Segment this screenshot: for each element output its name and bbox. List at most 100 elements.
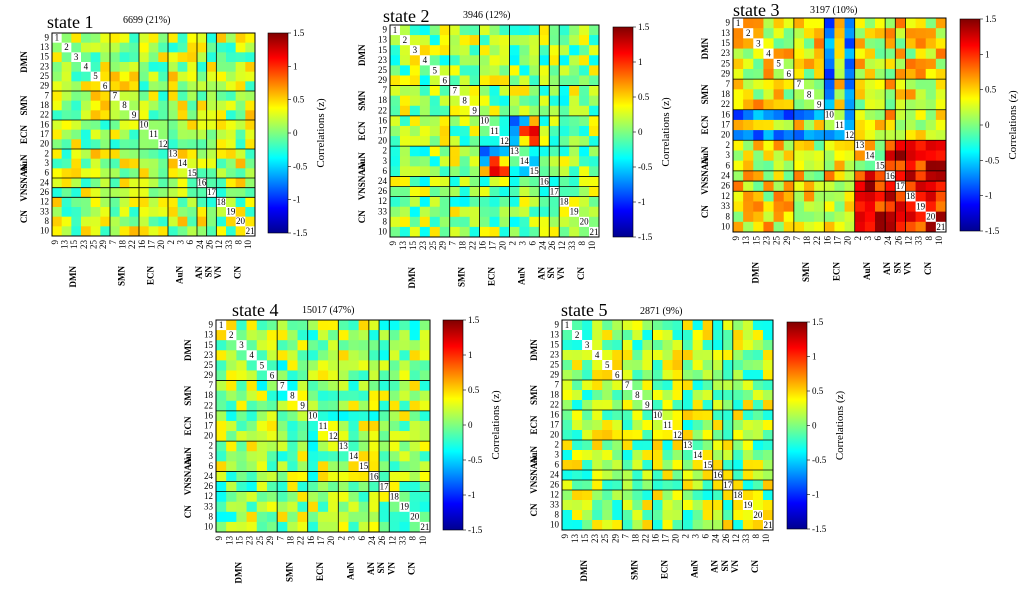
heatmap-cell — [390, 136, 401, 147]
heatmap-cell — [925, 181, 937, 192]
heatmap-cell — [814, 150, 825, 162]
heatmap-cell — [307, 340, 319, 351]
heatmap-cell — [226, 521, 237, 533]
x-tick-label: 7 — [620, 534, 630, 539]
heatmap-cell — [925, 160, 937, 172]
heatmap-cell — [692, 510, 704, 521]
x-tick-label: 2 — [681, 534, 691, 539]
diagonal-cell — [742, 500, 753, 510]
x-tick-label: 3 — [175, 240, 185, 245]
heatmap-cell — [187, 120, 198, 131]
heatmap-cell — [935, 18, 947, 29]
heatmap-cell — [368, 330, 380, 341]
heatmap-cell — [409, 390, 421, 402]
heatmap-cell — [592, 380, 603, 391]
heatmap-cell — [733, 48, 744, 60]
heatmap-cell — [652, 360, 663, 371]
heatmap-cell — [158, 158, 169, 169]
heatmap-cell — [915, 79, 927, 90]
heatmap-cell — [399, 441, 411, 452]
heatmap-cell — [197, 158, 208, 169]
diagonal-index-label: 5 — [260, 360, 265, 370]
y-network-label: SMN — [700, 84, 710, 105]
heatmap-cell — [439, 156, 451, 167]
x-network-label: VN — [213, 266, 223, 279]
heatmap-cell — [419, 176, 431, 187]
heatmap-frame — [561, 319, 774, 531]
heatmap-cell — [216, 370, 227, 381]
y-tick-label: 24 — [721, 171, 731, 181]
heatmap-cell — [409, 461, 421, 472]
x-tick-label: 2 — [853, 236, 863, 241]
diagonal-index-label: 7 — [113, 91, 118, 101]
heatmap-cell — [753, 28, 764, 39]
heatmap-cell — [399, 146, 411, 157]
heatmap-cell — [246, 330, 258, 341]
y-network-label: SMN — [357, 90, 367, 111]
heatmap-cell — [662, 400, 673, 411]
diagonal-cell — [539, 176, 550, 187]
y-network-label: SMN — [529, 385, 539, 406]
heatmap-cell — [52, 81, 63, 92]
heatmap-cell — [81, 100, 92, 111]
heatmap-cell — [549, 226, 560, 238]
heatmap-cell — [81, 168, 92, 179]
heatmap-cell — [935, 170, 947, 182]
heatmap-cell — [733, 119, 744, 131]
heatmap-cell — [226, 149, 237, 160]
heatmap-cell — [379, 360, 390, 371]
heatmap-cell — [712, 380, 724, 391]
heatmap-cell — [129, 187, 140, 198]
heatmap-cell — [389, 451, 400, 462]
heatmap-cell — [632, 430, 643, 441]
heatmap-cell — [509, 65, 520, 76]
heatmap-cell — [579, 166, 590, 177]
heatmap-cell — [187, 149, 198, 160]
heatmap-cell — [81, 207, 92, 218]
heatmap-cell — [266, 431, 278, 442]
heatmap-cell — [419, 491, 431, 503]
heatmap-cell — [206, 52, 217, 63]
heatmap-cell — [469, 45, 480, 56]
heatmap-cell — [702, 440, 714, 451]
heatmap-cell — [287, 420, 298, 432]
heatmap-cell — [399, 55, 411, 66]
diagonal-cell — [177, 158, 188, 169]
heatmap-cell — [732, 470, 744, 481]
heatmap-cell — [177, 33, 188, 44]
heatmap-cell — [348, 350, 360, 361]
heatmap-cell — [622, 460, 633, 471]
diagonal-index-label: 4 — [423, 55, 428, 65]
heatmap-cell — [266, 451, 278, 462]
heatmap-cell — [582, 360, 593, 371]
x-network-label: SN — [892, 262, 902, 274]
heatmap-cell — [582, 450, 593, 461]
heatmap-cell — [743, 58, 754, 70]
heatmap-cell — [509, 216, 520, 228]
heatmap-cell — [742, 380, 754, 391]
colorbar-tick-label: -1 — [812, 490, 820, 500]
heatmap-cell — [100, 168, 111, 179]
heatmap-cell — [622, 390, 633, 401]
heatmap-cell — [753, 201, 764, 213]
diagonal-cell — [612, 370, 623, 380]
heatmap-cell — [399, 226, 411, 238]
heatmap-cell — [469, 125, 480, 137]
heatmap-cell — [602, 410, 613, 421]
heatmap-cell — [119, 187, 130, 198]
heatmap-cell — [572, 370, 583, 381]
diagonal-index-label: 14 — [693, 450, 703, 460]
heatmap-cell — [390, 125, 401, 137]
heatmap-cell — [256, 471, 268, 482]
heatmap-cell — [206, 91, 217, 102]
heatmap-cell — [582, 490, 593, 501]
heatmap-cell — [804, 191, 815, 202]
diagonal-cell — [589, 226, 599, 237]
heatmap-cell — [642, 330, 653, 341]
heatmap-cell — [390, 115, 401, 127]
heatmap-cell — [732, 450, 744, 461]
heatmap-cell — [158, 33, 169, 44]
heatmap-cell — [139, 129, 150, 140]
heatmap-cell — [469, 216, 480, 228]
heatmap-cell — [399, 461, 411, 472]
